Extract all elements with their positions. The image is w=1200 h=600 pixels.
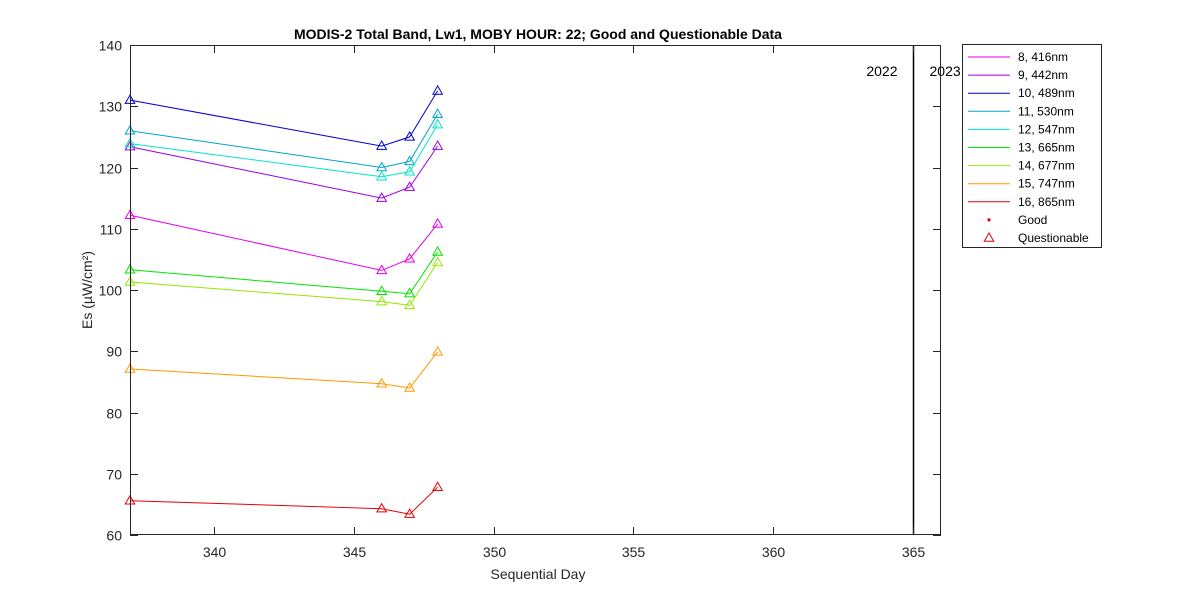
year-label-left: 2022 <box>866 63 897 79</box>
y-tick-label: 130 <box>99 99 123 115</box>
data-point-marker <box>376 377 388 388</box>
data-point-marker <box>404 299 416 310</box>
data-point-marker <box>404 165 416 176</box>
plot-area <box>130 45 941 535</box>
data-point-marker <box>432 217 444 228</box>
y-tick-label: 140 <box>99 38 123 54</box>
year-divider: 2022 2023 <box>866 45 961 535</box>
x-tick-label: 345 <box>343 544 367 560</box>
series-9-442nm <box>124 140 444 202</box>
x-tick-label: 355 <box>622 544 646 560</box>
series-line <box>129 124 439 178</box>
data-point-marker <box>404 155 416 166</box>
series-line <box>129 351 438 389</box>
series-line <box>129 486 438 515</box>
data-point-marker <box>404 287 416 298</box>
y-tick-label: 110 <box>100 222 123 238</box>
data-point-marker <box>432 345 444 356</box>
data-point-marker <box>404 508 416 518</box>
y-tick-label: 70 <box>106 467 122 483</box>
data-point-marker <box>376 192 388 202</box>
y-tick-label: 60 <box>106 528 122 544</box>
legend-entry: 8, 416nm <box>1018 50 1068 64</box>
legend-triangle-marker <box>983 231 995 242</box>
series-line <box>129 251 439 295</box>
axis-ticks: 340 345 350 355 360 365 60 70 80 90 100 110 120 130 14… <box>99 38 941 560</box>
data-point-marker <box>404 381 416 392</box>
chart-title: MODIS-2 Total Band, Lw1, MOBY HOUR: 22; … <box>294 26 782 42</box>
legend-entry: 16, 865nm <box>1018 195 1075 209</box>
data-point-marker <box>404 181 416 191</box>
y-axis-label: Es (µW/cm²) <box>79 251 95 329</box>
data-point-marker <box>376 285 388 295</box>
data-point-marker <box>432 118 444 129</box>
data-point-marker <box>432 84 444 95</box>
x-tick-label: 360 <box>762 544 786 560</box>
data-point-marker <box>404 252 416 263</box>
series-line <box>129 262 439 306</box>
data-point-marker <box>432 140 444 150</box>
legend-entry: 12, 547nm <box>1018 122 1075 136</box>
data-point-marker <box>376 295 388 306</box>
data-point-marker <box>404 130 416 141</box>
data-point-marker <box>376 170 388 181</box>
legend-marker-entry: Good <box>1018 213 1047 227</box>
legend-entry: 15, 747nm <box>1018 177 1075 191</box>
x-tick-label: 365 <box>902 544 926 560</box>
data-point-marker <box>376 140 388 150</box>
y-tick-label: 100 <box>99 283 123 299</box>
y-tick-label: 80 <box>106 406 122 422</box>
x-tick-label: 340 <box>203 544 227 560</box>
series-line <box>129 145 439 199</box>
legend: 8, 416nm 9, 442nm 10, 489nm 11, 530nm 12, 54… <box>962 44 1102 248</box>
data-point-marker <box>432 108 444 118</box>
legend-entry: 14, 677nm <box>1018 159 1075 173</box>
data-point-marker <box>432 481 444 491</box>
series-14-677nm <box>124 256 444 310</box>
data-point-marker <box>376 502 388 513</box>
series-line <box>129 90 439 147</box>
year-label-right: 2023 <box>930 63 961 79</box>
data-point-marker <box>432 246 444 256</box>
legend-entry: 13, 665nm <box>1018 141 1075 155</box>
series-line <box>129 113 439 169</box>
x-axis-label: Sequential Day <box>491 566 586 582</box>
data-point-marker <box>432 256 444 267</box>
y-tick-label: 120 <box>99 161 123 177</box>
legend-entry: 9, 442nm <box>1018 68 1068 82</box>
y-tick-label: 90 <box>106 344 122 360</box>
legend-entry: 10, 489nm <box>1018 86 1075 100</box>
legend-box <box>962 44 1102 248</box>
x-tick-label: 350 <box>483 544 507 560</box>
series-line <box>129 214 438 271</box>
series-layer <box>124 84 444 518</box>
legend-point-marker <box>987 218 991 222</box>
legend-entry: 11, 530nm <box>1018 104 1074 118</box>
legend-marker-entry: Questionable <box>1018 231 1089 245</box>
data-point-marker <box>376 264 388 275</box>
